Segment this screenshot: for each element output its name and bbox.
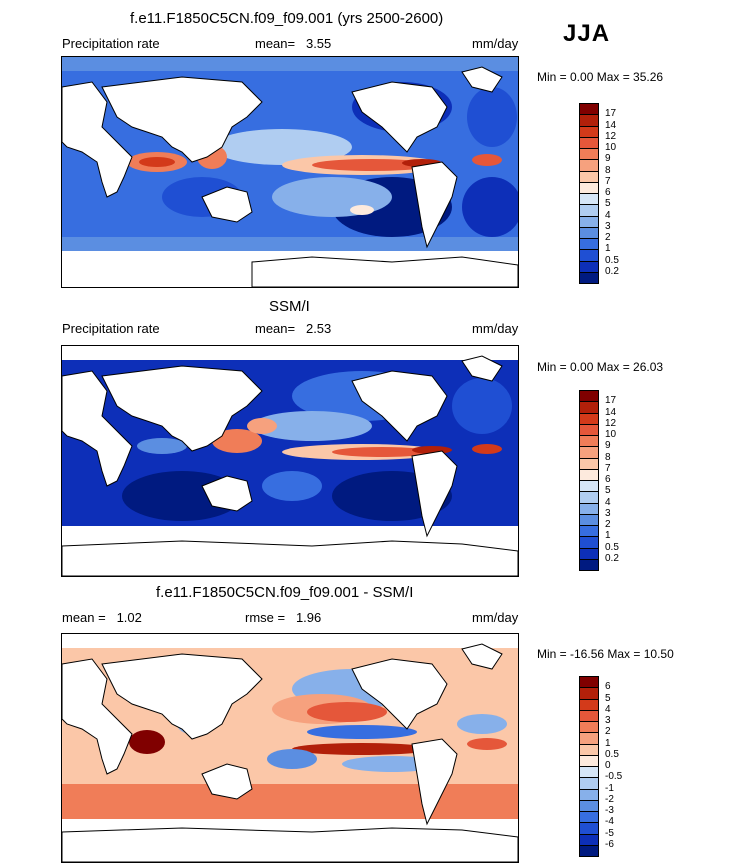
colorbar-tick-label: 3 <box>605 220 611 232</box>
colorbar-tick-label: 14 <box>605 406 617 418</box>
colorbar-tick-label: 6 <box>605 681 611 693</box>
colorbar-tick-label: -3 <box>605 805 614 816</box>
panel3-rmse-label: rmse = 1.96 <box>245 610 322 625</box>
season-label: JJA <box>563 20 611 47</box>
colorbar-tick-label: -1 <box>605 782 614 794</box>
colorbar-tick-label: -4 <box>605 816 614 828</box>
colorbar-tick-label: 0.2 <box>605 552 619 564</box>
colorbar-swatch <box>579 844 599 857</box>
panel2-mean-value: 2.53 <box>305 321 332 336</box>
colorbar-tick-label: 7 <box>605 462 611 474</box>
panel1-map <box>61 56 519 288</box>
colorbar-tick-label: 12 <box>605 417 617 429</box>
colorbar-tick-label: 10 <box>605 142 617 153</box>
panel3-colorbar: 6 5 4 3 2 1 0.5 0 -0.5 -1 -2 -3 -4 -5 -6 <box>579 676 639 857</box>
colorbar-tick-label: -2 <box>605 793 614 805</box>
colorbar-tick-label: 6 <box>605 187 611 198</box>
colorbar-tick-label: 8 <box>605 451 611 463</box>
panel3-units: mm/day <box>472 610 519 625</box>
colorbar-tick-label: 5 <box>605 485 611 497</box>
panel1-colorbar: 17 14 12 10 9 8 7 6 5 4 3 2 1 0.5 0.2 <box>579 103 639 284</box>
colorbar-tick-label: -0.5 <box>605 771 623 783</box>
panel3-mean-label: mean = 1.02 <box>62 610 142 625</box>
colorbar-tick-label: 1 <box>605 243 611 255</box>
panel1-variable-label: Precipitation rate <box>62 36 160 51</box>
panel1-mean-value: 3.55 <box>305 36 332 51</box>
panel2-mean-label: mean= 2.53 <box>255 321 332 336</box>
panel3-minmax: Min = -16.56 Max = 10.50 <box>537 647 674 661</box>
colorbar-tick-label: 12 <box>605 130 617 142</box>
panel2-title: SSM/I <box>269 298 310 315</box>
panel2-map <box>61 345 519 577</box>
colorbar-tick-label: 10 <box>605 429 617 440</box>
colorbar-tick-label: 17 <box>605 108 617 120</box>
colorbar-tick-label: 2 <box>605 726 611 738</box>
panel2-units: mm/day <box>472 321 519 336</box>
colorbar-tick-label: -6 <box>605 838 614 850</box>
colorbar-tick-label: 8 <box>605 164 611 176</box>
colorbar-tick-label: 7 <box>605 175 611 187</box>
colorbar-tick-label: -5 <box>605 827 614 839</box>
panel3-map <box>61 633 519 863</box>
panel3-mean-value: 1.02 <box>116 610 142 625</box>
colorbar-tick-label: 0 <box>605 760 611 771</box>
colorbar-tick-label: 1 <box>605 737 611 749</box>
panel2-variable-label: Precipitation rate <box>62 321 160 336</box>
colorbar-tick-label: 0.5 <box>605 541 619 553</box>
panel2-minmax: Min = 0.00 Max = 26.03 <box>537 360 664 374</box>
colorbar-tick-label: 2 <box>605 519 611 530</box>
colorbar-tick-label: 9 <box>605 153 611 165</box>
colorbar-tick-label: 3 <box>605 507 611 519</box>
colorbar-tick-label: 4 <box>605 703 611 715</box>
panel1-minmax: Min = 0.00 Max = 35.26 <box>537 70 664 84</box>
colorbar-tick-label: 4 <box>605 209 611 221</box>
panel1-mean-label: mean= 3.55 <box>255 36 332 51</box>
colorbar-tick-label: 14 <box>605 119 617 131</box>
colorbar-tick-label: 0.5 <box>605 254 619 266</box>
colorbar-tick-label: 5 <box>605 692 611 704</box>
panel2-colorbar: 17 14 12 10 9 8 7 6 5 4 3 2 1 0.5 0.2 <box>579 390 639 571</box>
colorbar-tick-label: 17 <box>605 395 617 407</box>
colorbar-tick-label: 5 <box>605 198 611 210</box>
colorbar-swatch <box>579 271 599 284</box>
colorbar-tick-label: 2 <box>605 232 611 243</box>
panel3-rmse-value: 1.96 <box>295 610 322 625</box>
colorbar-tick-label: 0.2 <box>605 265 619 277</box>
colorbar-swatch <box>579 558 599 571</box>
panel3-title: f.e11.F1850C5CN.f09_f09.001 - SSM/I <box>156 584 414 601</box>
colorbar-tick-label: 3 <box>605 715 611 726</box>
panel1-units: mm/day <box>472 36 519 51</box>
colorbar-tick-label: 6 <box>605 474 611 485</box>
colorbar-tick-label: 0.5 <box>605 748 619 760</box>
colorbar-tick-label: 9 <box>605 440 611 452</box>
colorbar-tick-label: 4 <box>605 496 611 508</box>
panel1-title: f.e11.F1850C5CN.f09_f09.001 (yrs 2500-26… <box>130 10 444 27</box>
colorbar-tick-label: 1 <box>605 530 611 542</box>
